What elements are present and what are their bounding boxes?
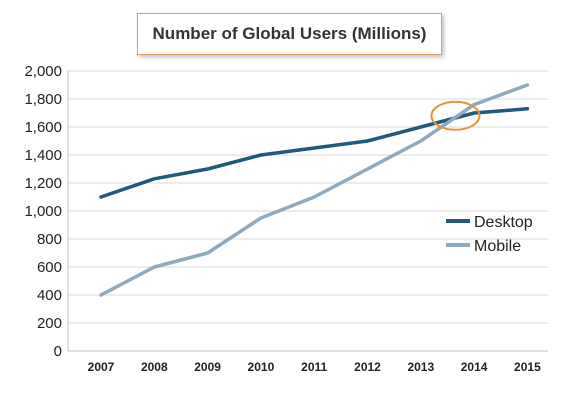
y-axis-ticks: 0 200 400 600 800 1,000 1,200 1,400 1,600 1,800 2,…: [24, 63, 62, 360]
y-tick-label: 1,200: [24, 175, 62, 192]
x-tick-label: 2009: [194, 360, 221, 374]
x-tick-label: 2012: [354, 360, 381, 374]
series-line-desktop: [99, 107, 530, 199]
y-tick-label: 1,800: [24, 91, 62, 108]
x-axis-ticks: 2007 2008 2009 2010 2011 2012 2013 2014 2015: [88, 360, 541, 374]
y-tick-label: 1,600: [24, 119, 62, 136]
y-tick-label: 800: [37, 231, 62, 248]
chart-title-box: Number of Global Users (Millions): [137, 13, 442, 55]
legend: Desktop Mobile: [446, 214, 533, 255]
y-tick-label: 2,000: [24, 63, 62, 80]
series-line-mobile: [99, 83, 530, 297]
x-tick-label: 2015: [514, 360, 541, 374]
y-tick-label: 1,000: [24, 203, 62, 220]
chart-title: Number of Global Users (Millions): [152, 24, 427, 43]
x-tick-label: 2011: [301, 360, 327, 374]
x-tick-label: 2008: [141, 360, 168, 374]
legend-label-mobile: Mobile: [474, 238, 521, 255]
x-tick-label: 2007: [88, 360, 115, 374]
annotation-ellipse: [430, 100, 481, 131]
y-tick-label: 0: [54, 343, 62, 360]
y-tick-label: 1,400: [24, 147, 62, 164]
y-tick-label: 400: [37, 287, 62, 304]
y-tick-label: 600: [37, 259, 62, 276]
x-tick-label: 2014: [461, 360, 488, 374]
x-tick-label: 2010: [248, 360, 275, 374]
x-tick-label: 2013: [407, 360, 434, 374]
legend-label-desktop: Desktop: [474, 214, 533, 231]
y-tick-label: 200: [37, 315, 62, 332]
